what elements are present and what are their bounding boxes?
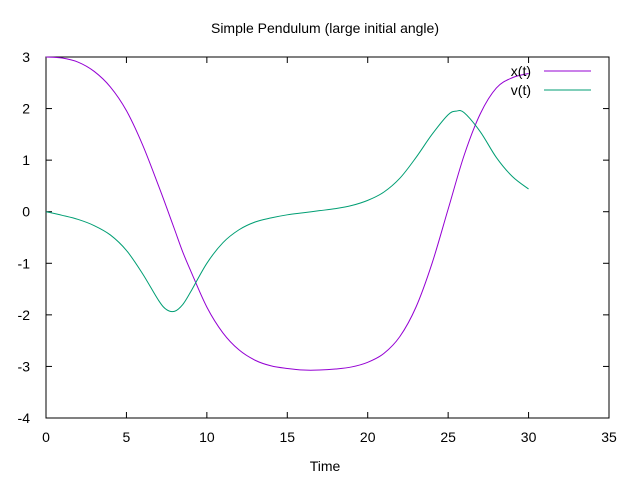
y-tick-label: 0 [22,204,30,220]
x-tick-label: 35 [601,429,617,445]
x-tick-label: 25 [440,429,456,445]
y-tick-label: 2 [22,101,30,117]
x-tick-label: 5 [123,429,131,445]
y-tick-label: 3 [22,49,30,65]
x-axis-ticks: 0 5 10 15 20 25 30 35 [42,57,617,445]
x-axis-title: Time [310,458,341,474]
y-tick-label: 1 [22,152,30,168]
x-tick-label: 15 [279,429,295,445]
chart-title: Simple Pendulum (large initial angle) [211,20,439,36]
y-tick-label: -4 [18,410,31,426]
legend: x(t) v(t) [511,63,591,98]
x-tick-label: 30 [521,429,537,445]
plot-area [45,56,610,419]
y-tick-label: -2 [18,307,31,323]
y-tick-label: -1 [18,255,31,271]
series-layer [45,56,529,371]
y-tick-label: -3 [18,358,31,374]
plot-frame [45,56,610,419]
x-tick-label: 10 [199,429,215,445]
x-tick-label: 20 [360,429,376,445]
x-tick-label: 0 [42,429,50,445]
legend-label: v(t) [511,82,531,98]
legend-label: x(t) [511,63,531,79]
y-axis-ticks: -4 -3 -2 -1 0 1 2 3 [18,49,609,426]
series-line-x [45,56,529,371]
series-line-v [45,110,529,313]
